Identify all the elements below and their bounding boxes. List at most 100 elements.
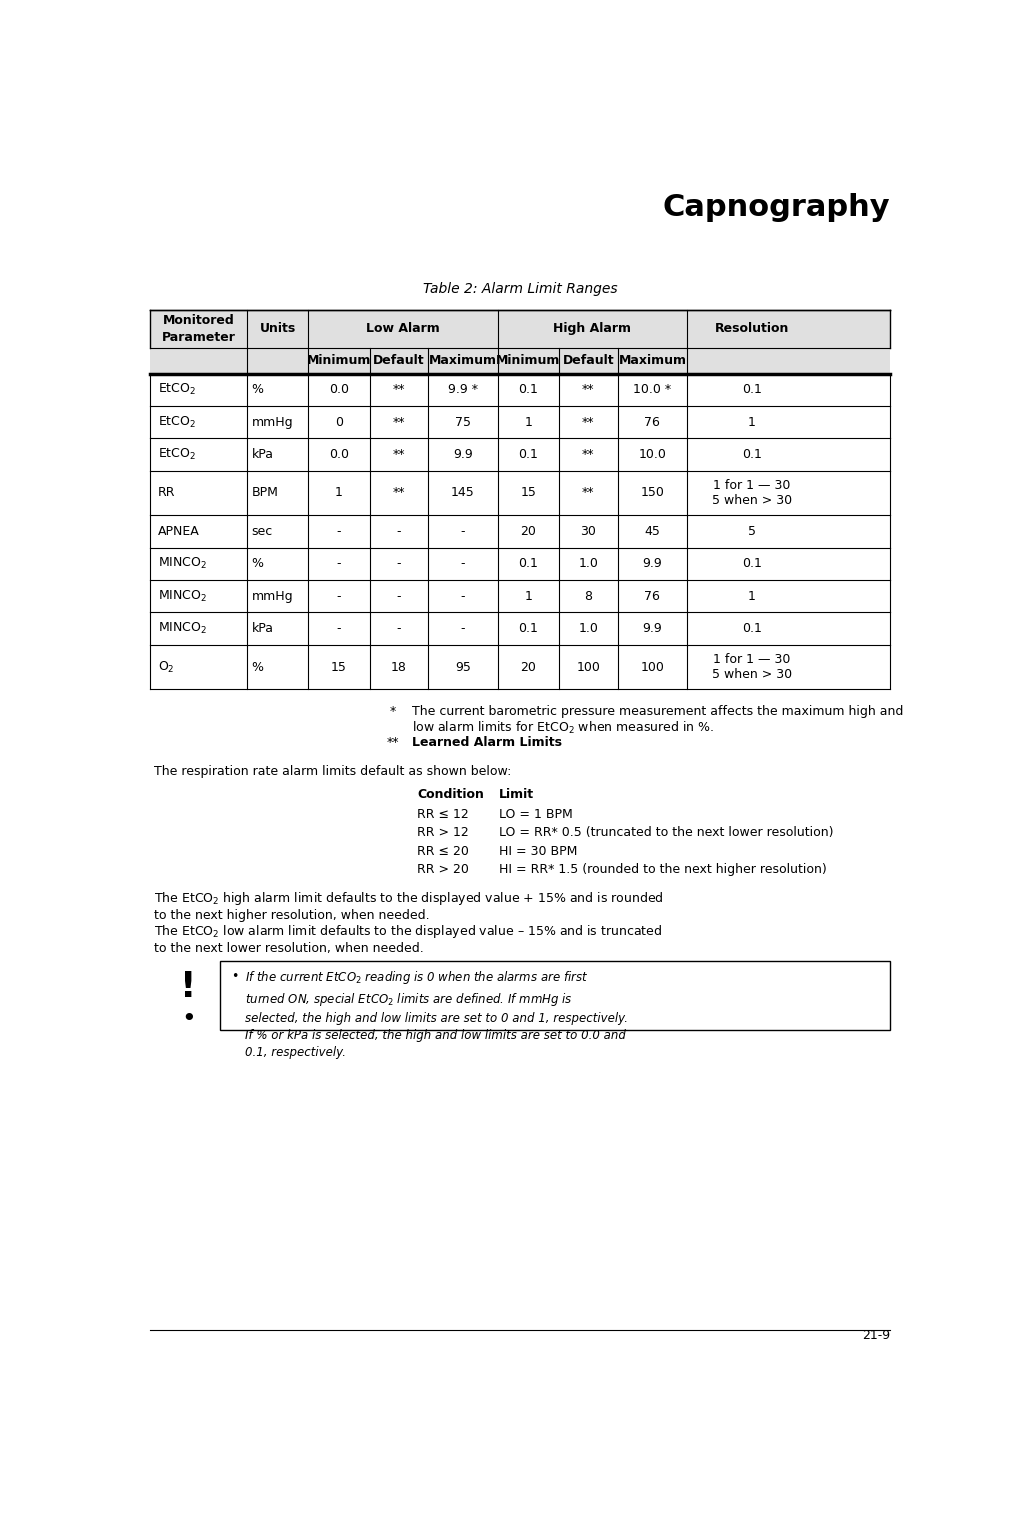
Text: 150: 150 — [640, 487, 665, 499]
Text: 76: 76 — [644, 590, 660, 603]
Text: 45: 45 — [644, 525, 660, 538]
Text: 10.0: 10.0 — [638, 449, 667, 461]
Text: The EtCO$_2$ low alarm limit defaults to the displayed value – 15% and is trunca: The EtCO$_2$ low alarm limit defaults to… — [154, 923, 663, 955]
Text: 0.1: 0.1 — [742, 622, 762, 635]
Text: 9.9: 9.9 — [642, 558, 663, 570]
Text: 1.0: 1.0 — [578, 622, 599, 635]
Text: 0.1: 0.1 — [519, 449, 538, 461]
Bar — [150, 406, 890, 438]
Text: Minimum: Minimum — [496, 355, 560, 367]
Text: 0.0: 0.0 — [329, 384, 348, 396]
Text: %: % — [251, 384, 263, 396]
Text: 100: 100 — [576, 661, 601, 673]
Text: 145: 145 — [451, 487, 475, 499]
Text: 100: 100 — [640, 661, 665, 673]
Text: -: - — [336, 622, 341, 635]
Text: !: ! — [180, 970, 197, 1005]
Text: sec: sec — [251, 525, 272, 538]
Text: BPM: BPM — [251, 487, 279, 499]
Text: 15: 15 — [331, 661, 346, 673]
Text: mmHg: mmHg — [251, 415, 293, 429]
Text: RR > 12: RR > 12 — [417, 826, 469, 840]
Text: %: % — [251, 661, 263, 673]
Text: -: - — [397, 558, 401, 570]
Text: **: ** — [393, 384, 405, 396]
Text: 1: 1 — [525, 590, 533, 603]
Text: MINCO$_2$: MINCO$_2$ — [158, 622, 207, 637]
Text: -: - — [336, 525, 341, 538]
Bar — [150, 515, 890, 547]
Text: 1 for 1 — 30
5 when > 30: 1 for 1 — 30 5 when > 30 — [711, 653, 791, 681]
Text: Maximum: Maximum — [428, 355, 497, 367]
Text: -: - — [336, 558, 341, 570]
Text: -: - — [397, 590, 401, 603]
Bar — [150, 581, 890, 612]
Text: High Alarm: High Alarm — [553, 323, 631, 335]
Text: -: - — [336, 590, 341, 603]
Text: Learned Alarm Limits: Learned Alarm Limits — [412, 735, 562, 749]
Text: Resolution: Resolution — [714, 323, 789, 335]
Text: 5: 5 — [748, 525, 756, 538]
Bar — [150, 373, 890, 406]
Text: 1: 1 — [748, 415, 756, 429]
Text: Units: Units — [259, 323, 296, 335]
Text: 76: 76 — [644, 415, 660, 429]
Text: The respiration rate alarm limits default as shown below:: The respiration rate alarm limits defaul… — [154, 764, 512, 778]
Text: •: • — [181, 1007, 196, 1031]
Bar — [150, 470, 890, 515]
Text: LO = 1 BPM: LO = 1 BPM — [498, 808, 572, 822]
Text: **: ** — [582, 415, 595, 429]
Text: -: - — [461, 590, 465, 603]
Bar — [150, 309, 890, 349]
Bar — [150, 349, 890, 373]
Text: 1: 1 — [525, 415, 533, 429]
Text: **: ** — [393, 487, 405, 499]
Text: 1 for 1 — 30
5 when > 30: 1 for 1 — 30 5 when > 30 — [711, 479, 791, 506]
Text: -: - — [397, 525, 401, 538]
Text: EtCO$_2$: EtCO$_2$ — [158, 447, 196, 462]
Text: Maximum: Maximum — [618, 355, 687, 367]
Text: LO = RR* 0.5 (truncated to the next lower resolution): LO = RR* 0.5 (truncated to the next lowe… — [498, 826, 833, 840]
Text: 21-9: 21-9 — [862, 1328, 890, 1342]
Text: **: ** — [386, 735, 399, 749]
Text: RR > 20: RR > 20 — [417, 864, 469, 876]
Bar — [150, 438, 890, 470]
Text: 95: 95 — [455, 661, 471, 673]
Text: *: * — [390, 705, 396, 717]
Text: **: ** — [393, 415, 405, 429]
Text: 20: 20 — [521, 525, 537, 538]
Text: 9.9 *: 9.9 * — [448, 384, 478, 396]
Text: 0.1: 0.1 — [519, 558, 538, 570]
Text: 0.1: 0.1 — [742, 449, 762, 461]
Text: EtCO$_2$: EtCO$_2$ — [158, 382, 196, 397]
Text: **: ** — [582, 384, 595, 396]
Text: 0.0: 0.0 — [329, 449, 348, 461]
Text: 30: 30 — [580, 525, 597, 538]
Text: The current barometric pressure measurement affects the maximum high and
low ala: The current barometric pressure measurem… — [412, 705, 904, 737]
Text: 75: 75 — [455, 415, 471, 429]
Bar — [150, 644, 890, 690]
Text: 0.1: 0.1 — [742, 558, 762, 570]
Text: Minimum: Minimum — [307, 355, 371, 367]
Text: HI = 30 BPM: HI = 30 BPM — [498, 844, 577, 858]
Text: 1: 1 — [748, 590, 756, 603]
Bar — [150, 612, 890, 644]
Text: RR: RR — [158, 487, 175, 499]
Text: -: - — [461, 558, 465, 570]
Text: 10.0 *: 10.0 * — [633, 384, 672, 396]
Bar — [220, 961, 890, 1031]
Text: kPa: kPa — [251, 449, 274, 461]
Text: %: % — [251, 558, 263, 570]
Text: APNEA: APNEA — [158, 525, 200, 538]
Text: 0.1: 0.1 — [519, 384, 538, 396]
Text: •: • — [231, 970, 239, 984]
Text: RR ≤ 12: RR ≤ 12 — [417, 808, 469, 822]
Text: Default: Default — [562, 355, 614, 367]
Text: mmHg: mmHg — [251, 590, 293, 603]
Text: Low Alarm: Low Alarm — [366, 323, 440, 335]
Text: -: - — [461, 525, 465, 538]
Text: Limit: Limit — [498, 788, 534, 800]
Text: 9.9: 9.9 — [453, 449, 473, 461]
Text: -: - — [397, 622, 401, 635]
Text: **: ** — [393, 449, 405, 461]
